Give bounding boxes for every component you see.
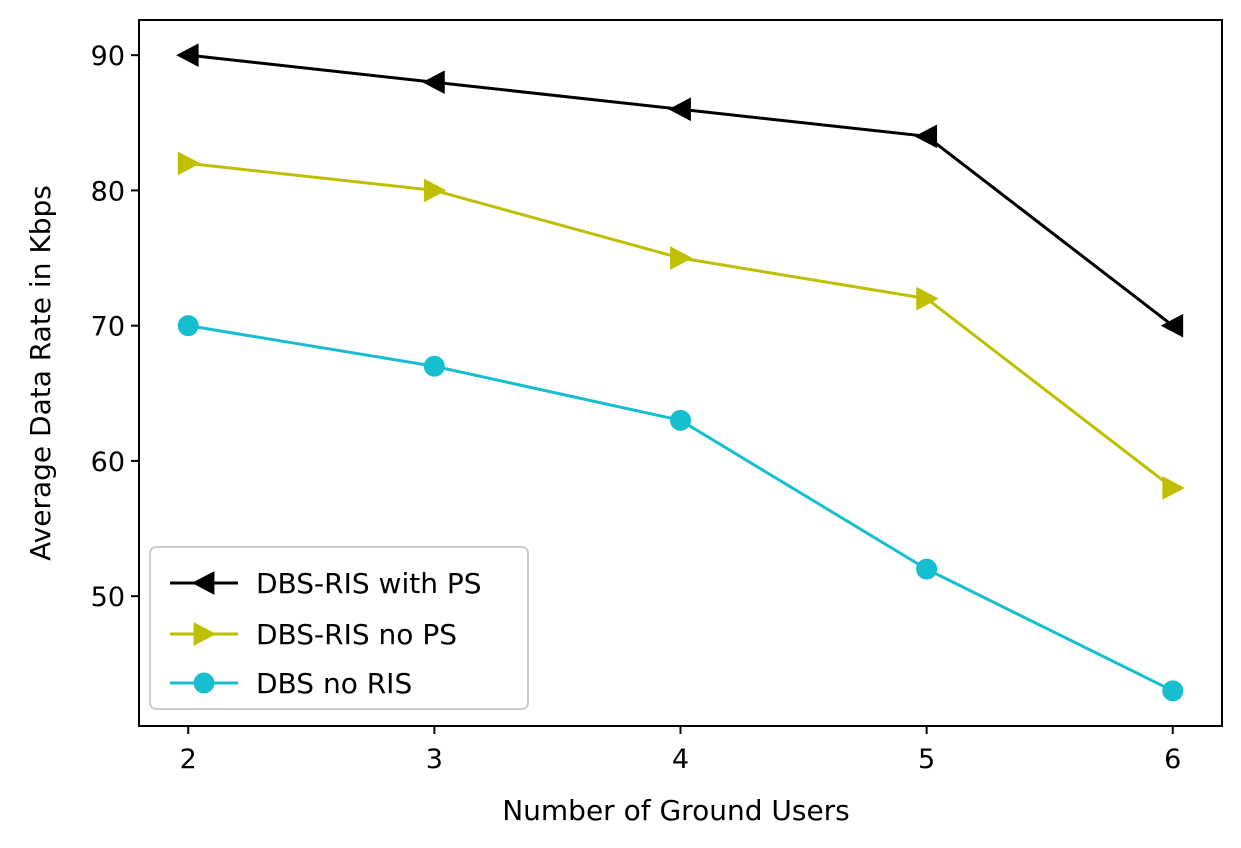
- data-point: [177, 151, 201, 176]
- series-dbs-ris-no-ps: [177, 151, 1185, 500]
- y-tick-label: 50: [91, 582, 125, 613]
- legend-marker: [193, 672, 215, 694]
- series-dbs-ris-with-ps: [176, 43, 1184, 338]
- data-point: [423, 178, 447, 203]
- legend-item: DBS-RIS with PS: [170, 567, 482, 600]
- x-tick-label: 4: [672, 744, 689, 775]
- data-point: [176, 43, 199, 67]
- series-dbs-no-ris: [177, 315, 1184, 702]
- data-point: [670, 409, 691, 431]
- x-tick-label: 3: [426, 744, 443, 775]
- data-point: [668, 97, 691, 122]
- legend-item: DBS-RIS no PS: [170, 618, 457, 651]
- legend-label: DBS-RIS with PS: [256, 567, 482, 600]
- data-point: [916, 558, 938, 580]
- data-point: [177, 315, 199, 337]
- y-tick-label: 80: [91, 176, 125, 207]
- y-tick-label: 70: [91, 312, 125, 343]
- x-tick-label: 5: [918, 744, 935, 775]
- data-point: [422, 70, 445, 95]
- x-tick-label: 6: [1164, 744, 1181, 775]
- y-tick-label: 60: [91, 447, 125, 478]
- legend-label: DBS no RIS: [256, 667, 412, 700]
- series-layer: [176, 43, 1185, 702]
- legend: DBS-RIS with PS DBS-RIS no PS DBS no RIS: [149, 546, 529, 710]
- legend-marker: [191, 571, 215, 595]
- legend-marker: [193, 622, 217, 646]
- axis-ticks: 2 3 4 5 6 50 60 70 80 90: [91, 41, 1182, 775]
- data-point: [670, 246, 693, 270]
- x-tick-label: 2: [180, 744, 197, 775]
- legend-item: DBS no RIS: [170, 667, 412, 700]
- legend-box: [149, 546, 529, 710]
- data-point: [1160, 313, 1184, 338]
- y-axis-label: Average Data Rate in Kbps: [24, 185, 57, 561]
- data-point: [1162, 476, 1185, 500]
- y-tick-label: 90: [91, 41, 125, 72]
- x-axis-label: Number of Ground Users: [502, 794, 850, 827]
- data-point: [914, 124, 938, 149]
- data-point: [916, 286, 939, 311]
- data-point: [1162, 680, 1184, 702]
- data-point: [423, 355, 445, 377]
- legend-label: DBS-RIS no PS: [256, 618, 457, 651]
